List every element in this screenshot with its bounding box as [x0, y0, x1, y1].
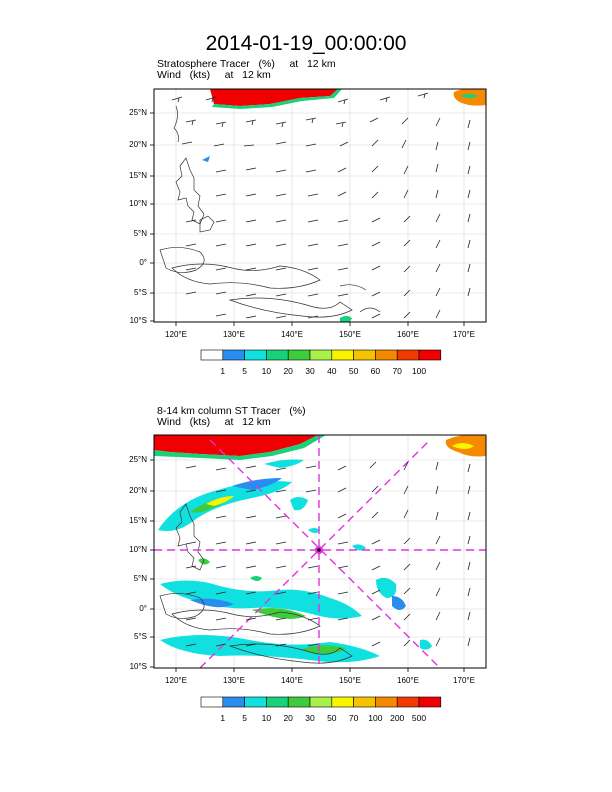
panel1-colorbar-label: 20 — [283, 366, 293, 376]
panel2-lat-tick: 20°N — [129, 486, 147, 495]
panel2-center-marker — [315, 546, 323, 554]
panel1-lon-tick: 120°E — [165, 330, 187, 339]
panel1-lat-tick: 10°S — [129, 316, 147, 325]
panel1-lon-tick: 140°E — [281, 330, 303, 339]
panel2-crosshair — [154, 435, 486, 668]
panel1-lon-tick: 170°E — [453, 330, 475, 339]
panel2-lon-tick: 160°E — [397, 676, 419, 685]
panel2-lat-tick: 5°S — [134, 632, 147, 641]
panel1-map — [150, 88, 487, 326]
panel1-colorbar-label: 60 — [370, 366, 381, 376]
panel2-lon-tick: 130°E — [223, 676, 245, 685]
panel2-colorbar-label: 70 — [348, 713, 359, 723]
panel2-lon-tick: 120°E — [165, 676, 187, 685]
panel2-lon-tick: 170°E — [453, 676, 475, 685]
panel2-colorbar-swatch — [244, 696, 267, 708]
panel1-colorbar-label: 30 — [305, 366, 315, 376]
panel2-lat-tick: 25°N — [129, 455, 147, 464]
panel2-lat-tick: 10°S — [129, 662, 147, 671]
panel2-axis-ticks — [150, 459, 465, 672]
panel1-colorbar-swatch — [222, 349, 245, 361]
panel2-colorbar-label: 50 — [327, 713, 337, 723]
panel2-lat-tick: 0° — [139, 604, 147, 613]
panel2-colorbar-swatch — [353, 696, 376, 708]
panel1-colorbar-swatch — [287, 349, 311, 361]
panel2-lon-tick: 140°E — [281, 676, 303, 685]
panel2-colorbar-label: 30 — [305, 713, 315, 723]
panel1-lon-tick: 150°E — [339, 330, 361, 339]
panel2-colorbar — [200, 696, 442, 708]
panel1-colorbar-swatch — [200, 349, 224, 361]
panel1-wind-barbs — [171, 92, 471, 319]
panel1-colorbar-swatch — [309, 349, 333, 361]
panel1-colorbar-label: 1 — [220, 366, 226, 376]
panel2-lat-tick: 10°N — [129, 545, 147, 554]
panel2-colorbar-label: 500 — [411, 713, 427, 723]
panel2-coastlines — [159, 503, 353, 664]
panel2-colorbar-label: 1 — [220, 713, 226, 723]
panel2-tracer-field — [154, 435, 486, 663]
panel1-colorbar-label: 50 — [348, 366, 359, 376]
panel1-colorbar-swatch — [244, 349, 267, 361]
panel1-colorbar-swatch — [266, 349, 289, 361]
panel1-coastlines — [159, 105, 381, 318]
panel1-colorbar-label: 70 — [392, 366, 402, 376]
panel2-map — [150, 434, 487, 672]
panel1-stratosphere-tracer-field — [202, 89, 486, 322]
panel2-lat-tick: 5°N — [133, 574, 147, 583]
panel2-colorbar-label: 200 — [390, 713, 405, 723]
panel1-colorbar-label: 5 — [242, 366, 247, 376]
panel2-colorbar-label: 5 — [242, 713, 247, 723]
panel2-colorbar-swatch — [396, 696, 420, 708]
panel1-subtitle-line2: Wind (kts) at 12 km — [157, 69, 271, 81]
panel1-lat-tick: 15°N — [129, 171, 147, 180]
panel2-colorbar-swatch — [309, 696, 333, 708]
panel2-colorbar-swatch — [375, 696, 398, 708]
panel1-lat-tick: 5°N — [133, 229, 147, 238]
panel1-colorbar-label: 100 — [411, 366, 427, 376]
panel1-colorbar-swatch — [353, 349, 376, 361]
panel1-lat-tick: 0° — [139, 258, 147, 267]
panel2-colorbar-swatch — [287, 696, 311, 708]
panel2-colorbar-label: 10 — [261, 713, 272, 723]
panel1-axis-ticks — [150, 112, 465, 326]
panel1-lon-tick: 130°E — [223, 330, 245, 339]
panel2-colorbar-swatch — [222, 696, 245, 708]
panel1-gridlines — [154, 89, 486, 322]
panel1-lon-tick: 160°E — [397, 330, 419, 339]
panel2-colorbar-label: 100 — [368, 713, 383, 723]
panel1-colorbar-swatch — [375, 349, 398, 361]
panel2-colorbar-swatch — [418, 696, 442, 708]
panel2-colorbar-swatch — [266, 696, 289, 708]
panel2-lon-tick: 150°E — [339, 676, 361, 685]
panel2-lat-tick: 15°N — [129, 516, 147, 525]
panel2-colorbar-swatch — [200, 696, 224, 708]
panel1-lat-tick: 5°S — [134, 288, 147, 297]
panel2-colorbar-swatch — [331, 696, 354, 708]
panel1-colorbar-swatch — [396, 349, 420, 361]
panel1-colorbar-label: 10 — [261, 366, 272, 376]
panel2-wind-barbs — [185, 461, 471, 647]
panel2-subtitle-line2: Wind (kts) at 12 km — [157, 416, 271, 428]
panel1-colorbar-swatch — [331, 349, 354, 361]
panel1-colorbar-label: 40 — [327, 366, 337, 376]
panel2-colorbar-label: 20 — [283, 713, 293, 723]
panel1-subtitle-line1: Stratosphere Tracer (%) at 12 km — [157, 58, 336, 70]
page-title: 2014-01-19_00:00:00 — [205, 32, 407, 55]
panel1-colorbar — [200, 349, 442, 361]
panel1-lat-tick: 20°N — [129, 140, 147, 149]
panel1-colorbar-swatch — [418, 349, 442, 361]
panel1-lat-tick: 25°N — [129, 108, 147, 117]
panel2-subtitle-line1: 8-14 km column ST Tracer (%) — [157, 405, 306, 417]
panel1-lat-tick: 10°N — [129, 199, 147, 208]
